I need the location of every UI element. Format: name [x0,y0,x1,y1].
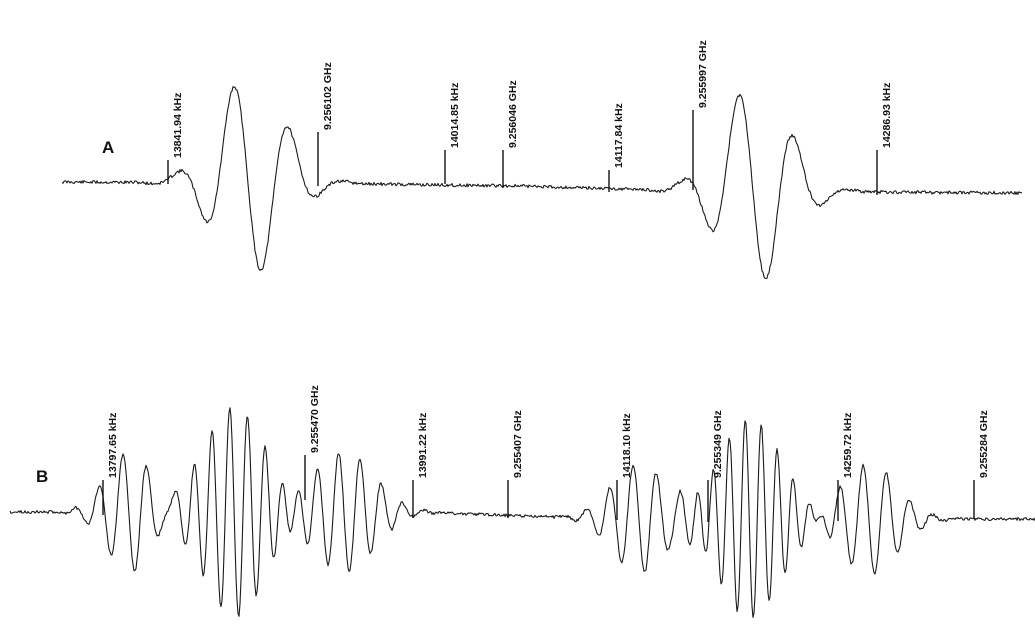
panel-label: A [102,138,114,157]
frequency-marker-label: 13991.22 kHz [417,413,429,478]
frequency-marker-label: 14118.10 kHz [621,413,633,478]
frequency-marker-label: 9.256046 GHz [507,80,519,148]
frequency-marker-label: 9.255349 GHz [712,410,724,478]
frequency-marker-label: 14259.72 kHz [842,413,854,478]
frequency-marker-label: 9.255997 GHz [697,40,709,108]
frequency-marker-label: 9.256102 GHz [322,62,334,130]
frequency-marker-label: 14014.85 kHz [449,83,461,148]
frequency-marker-label: 9.255470 GHz [309,385,321,453]
frequency-marker-label: 14117.84 kHz [613,103,625,168]
frequency-marker-label: 9.255284 GHz [978,410,990,478]
spectrum-trace [62,87,1022,279]
frequency-marker-label: 13797.65 kHz [107,413,119,478]
frequency-marker-label: 9.255407 GHz [512,410,524,478]
frequency-marker-label: 14286.93 kHz [881,83,893,148]
panel-label: B [36,467,48,486]
frequency-marker-label: 13841.94 kHz [172,93,184,158]
